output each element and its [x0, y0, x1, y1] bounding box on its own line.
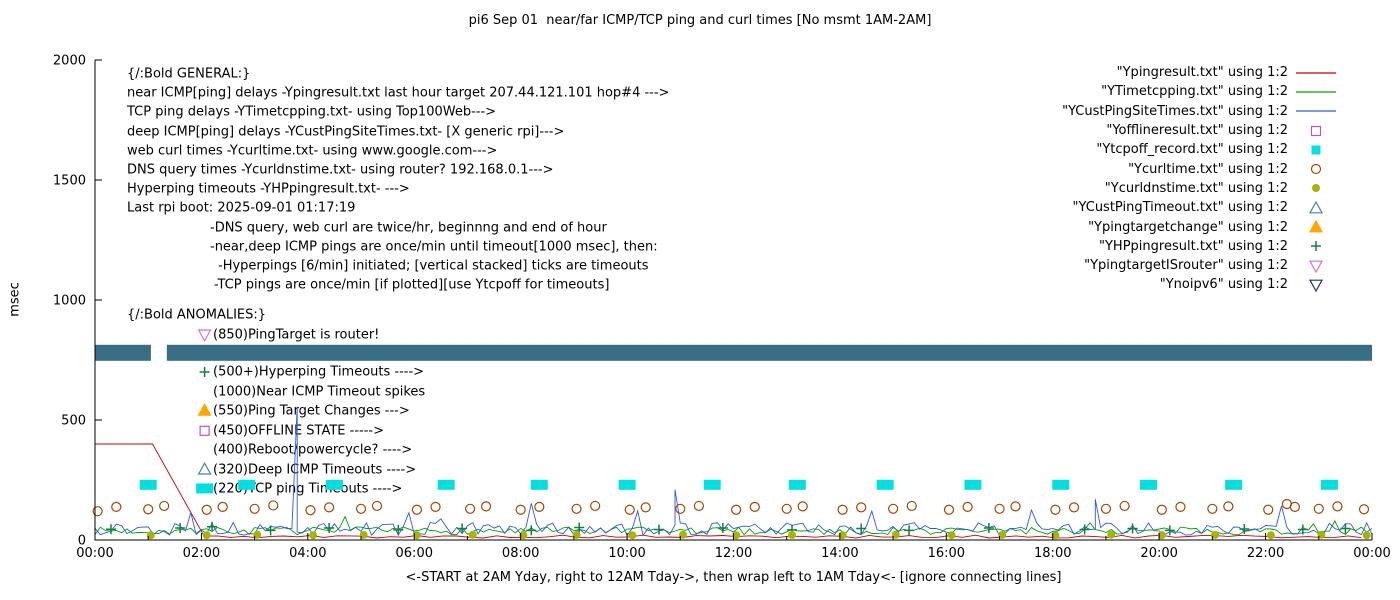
- legend-sample-line-icon: [1296, 71, 1336, 74]
- chart-legend: "Ypingresult.txt" using 1:2 "YTimetcpping…: [1062, 63, 1338, 295]
- y-tick-label: 1000: [53, 294, 86, 309]
- annotation-line: DNS query times -Ycurldnstime.txt- using…: [127, 162, 554, 178]
- x-tick-label: 08:00: [502, 546, 539, 561]
- series-YCustPingTimeout: [197, 461, 212, 475]
- legend-sample-nabla-open-icon: [1308, 279, 1324, 292]
- x-tick-label: 04:00: [289, 546, 326, 561]
- legend-sample-circle-fill-icon: [1312, 184, 1320, 193]
- legend-entry-label: "YpingtargetISrouter" using 1:2: [1084, 258, 1288, 274]
- y-tick-label: 0: [78, 534, 86, 549]
- legend-entry: "Ypingresult.txt" using 1:2: [1062, 63, 1338, 82]
- legend-entry: "YCustPingTimeout.txt" using 1:2: [1062, 198, 1338, 217]
- x-tick-label: 12:00: [715, 546, 752, 561]
- legend-entry-label: "Ycurltime.txt" using 1:2: [1128, 161, 1288, 177]
- annotation-line: Hyperping timeouts -YHPpingresult.txt- -…: [127, 181, 410, 197]
- annotation-line: (500+)Hyperping Timeouts ---->: [213, 364, 425, 380]
- x-tick-label: 10:00: [608, 546, 645, 561]
- series-Yofflineresult: [199, 425, 210, 436]
- legend-sample-tri-open-icon: [1308, 200, 1324, 214]
- legend-entry-label: "Yofflineresult.txt" using 1:2: [1106, 123, 1288, 139]
- legend-entry-label: "Ypingtargetchange" using 1:2: [1088, 219, 1288, 235]
- annotation-line: TCP ping delays -YTimetcpping.txt- using…: [127, 104, 497, 120]
- legend-sample-nabla-open-icon: [1308, 260, 1324, 273]
- annotation-line: -near,deep ICMP pings are once/min until…: [210, 239, 658, 255]
- y-tick-label: 2000: [53, 54, 86, 69]
- legend-entry: "Ytcpoff_record.txt" using 1:2: [1062, 140, 1338, 159]
- series-YHPpingresult: [105, 367, 1351, 536]
- legend-entry-label: "YTimetcpping.txt" using 1:2: [1101, 84, 1288, 100]
- annotation-line: {/:Bold ANOMALIES:}: [127, 307, 267, 323]
- x-axis-label: <-START at 2AM Yday, right to 12AM Tday-…: [405, 570, 1062, 585]
- legend-entry-label: "Ytcpoff_record.txt" using 1:2: [1096, 142, 1288, 158]
- annotation-line: (850)PingTarget is router!: [213, 327, 380, 343]
- annotation-line: -DNS query, web curl are twice/hr, begin…: [210, 220, 607, 236]
- series-Ycurldnstime: [146, 530, 1371, 540]
- annotation-line: (320)Deep ICMP Timeouts ---->: [213, 462, 417, 478]
- legend-entry: "Ycurldnstime.txt" using 1:2: [1062, 179, 1338, 198]
- x-tick-label: 02:00: [183, 546, 220, 561]
- legend-entry: "Ypingtargetchange" using 1:2: [1062, 217, 1338, 236]
- noipv6-band: [95, 344, 151, 361]
- legend-entry-label: "Ypingresult.txt" using 1:2: [1116, 65, 1288, 81]
- legend-entry-label: "YCustPingTimeout.txt" using 1:2: [1072, 200, 1288, 216]
- x-tick-label: 14:00: [821, 546, 858, 561]
- series-YpingtargetISrouter: [197, 329, 212, 343]
- annotation-line: near ICMP[ping] delays -Ypingresult.txt …: [127, 85, 670, 101]
- chart-title: pi6 Sep 01 near/far ICMP/TCP ping and cu…: [468, 13, 932, 28]
- legend-sample-tri-fill-icon: [1308, 220, 1324, 233]
- legend-entry: "Ycurltime.txt" using 1:2: [1062, 159, 1338, 178]
- annotation-line: (450)OFFLINE STATE ----->: [213, 423, 384, 439]
- annotation-line: -Hyperpings [6/min] initiated; [vertical…: [218, 258, 649, 274]
- series-YCustPingSiteTimes: [94, 406, 1373, 537]
- legend-sample-line-icon: [1296, 110, 1336, 112]
- y-tick-label: 1500: [53, 174, 86, 189]
- series-Ypingtargetchange: [197, 403, 212, 416]
- x-tick-label: 06:00: [396, 546, 433, 561]
- x-tick-label: 20:00: [1140, 546, 1177, 561]
- legend-sample-line-icon: [1296, 91, 1336, 93]
- annotation-line: Last rpi boot: 2025-09-01 01:17:19: [127, 200, 356, 216]
- x-tick-label: 00:00: [76, 546, 113, 561]
- noipv6-band: [166, 344, 1372, 361]
- annotation-line: web curl times -Ycurltime.txt- using www…: [127, 143, 498, 159]
- x-tick-label: 22:00: [1247, 546, 1284, 561]
- legend-entry: "YpingtargetISrouter" using 1:2: [1062, 256, 1338, 275]
- legend-sample-circle-open-icon: [1310, 164, 1322, 175]
- annotation-line: {/:Bold GENERAL:}: [127, 66, 251, 82]
- legend-entry: "Ynoipv6" using 1:2: [1062, 275, 1338, 294]
- x-tick-label: 00:00: [1353, 546, 1390, 561]
- y-tick-label: 500: [61, 414, 86, 429]
- legend-entry: "Yofflineresult.txt" using 1:2: [1062, 121, 1338, 140]
- legend-entry: "YTimetcpping.txt" using 1:2: [1062, 82, 1338, 101]
- annotation-line: (400)Reboot/powercycle? ---->: [213, 442, 413, 458]
- annotation-line: (550)Ping Target Changes --->: [213, 403, 410, 419]
- legend-entry: "YHPpingresult.txt" using 1:2: [1062, 237, 1338, 256]
- x-tick-label: 18:00: [1034, 546, 1071, 561]
- series-YTimetcpping: [94, 515, 1373, 536]
- x-tick-label: 16:00: [928, 546, 965, 561]
- legend-entry-label: "Ynoipv6" using 1:2: [1159, 277, 1288, 293]
- legend-entry-label: "YCustPingSiteTimes.txt" using 1:2: [1062, 103, 1288, 119]
- annotation-line: -TCP pings are once/min [if plotted][use…: [214, 277, 610, 293]
- annotation-line: deep ICMP[ping] delays -YCustPingSiteTim…: [127, 124, 565, 140]
- series-Ycurltime: [92, 498, 1370, 517]
- legend-entry: "YCustPingSiteTimes.txt" using 1:2: [1062, 102, 1338, 121]
- annotation-line: (1000)Near ICMP Timeout spikes: [213, 384, 426, 400]
- legend-entry-label: "YHPpingresult.txt" using 1:2: [1099, 238, 1288, 254]
- y-axis-label: msec: [7, 282, 23, 317]
- legend-sample-square-fill-icon: [1311, 145, 1321, 155]
- annotation-line: (220)TCP ping Timeouts ---->: [213, 481, 403, 497]
- legend-sample-plus-icon: [1311, 241, 1321, 252]
- series-Ytcpoff_record: [139, 479, 1338, 494]
- legend-entry-label: "Ycurldnstime.txt" using 1:2: [1104, 180, 1288, 196]
- legend-sample-square-open-icon: [1310, 125, 1322, 136]
